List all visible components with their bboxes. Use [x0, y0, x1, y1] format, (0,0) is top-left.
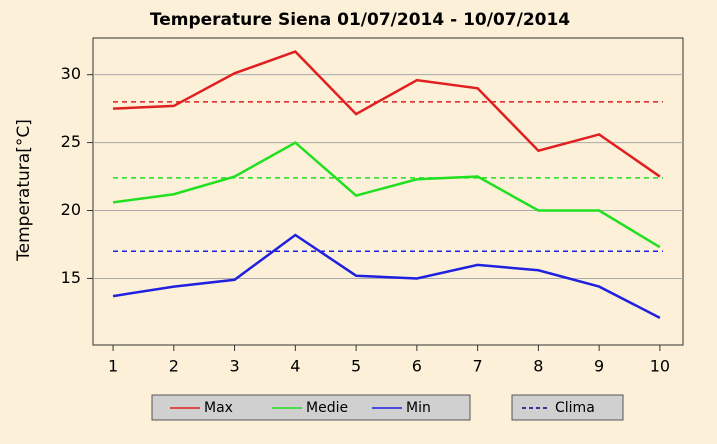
series-line: [112, 50, 661, 178]
x-tick-label: 3: [229, 357, 239, 376]
chart-title: Temperature Siena 01/07/2014 - 10/07/201…: [150, 10, 570, 30]
x-tick-label: 8: [533, 357, 543, 376]
y-axis-label: Temperatura[°C]: [14, 119, 34, 262]
plot-area: [92, 37, 684, 346]
x-tick-label: 7: [473, 357, 483, 376]
legend-box: [151, 394, 471, 421]
series-line: [112, 233, 661, 319]
y-tick-label: 30: [61, 64, 81, 83]
legend-label: Medie: [306, 400, 348, 416]
legend-label: Max: [204, 400, 233, 416]
x-tick-label: 1: [108, 357, 118, 376]
x-tick-label: 10: [650, 357, 670, 376]
x-tick-label: 6: [412, 357, 422, 376]
y-tick-label: 25: [61, 132, 81, 151]
series-line: [112, 141, 661, 249]
x-tick-label: 4: [290, 357, 300, 376]
x-tick-label: 2: [169, 357, 179, 376]
legend-label: Min: [406, 400, 431, 416]
y-tick-label: 20: [61, 200, 81, 219]
y-tick-label: 15: [61, 268, 81, 287]
legend-label: Clima: [555, 400, 595, 416]
x-tick-label: 9: [594, 357, 604, 376]
x-tick-label: 5: [351, 357, 361, 376]
